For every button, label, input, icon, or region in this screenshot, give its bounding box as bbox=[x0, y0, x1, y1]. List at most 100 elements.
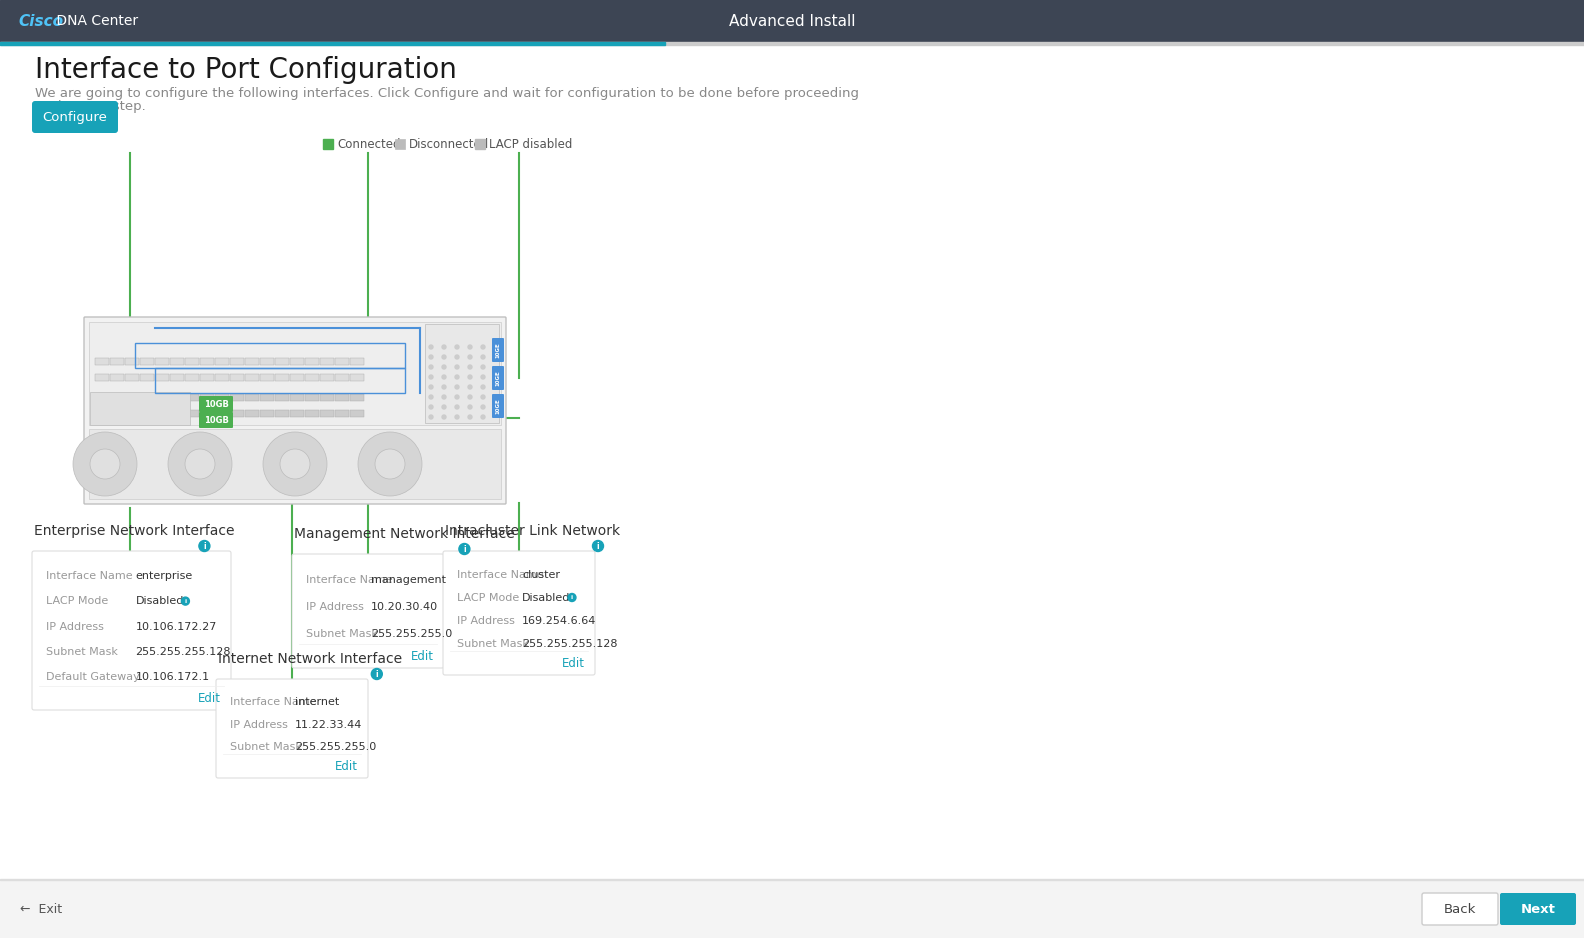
Text: 10.106.172.27: 10.106.172.27 bbox=[135, 622, 217, 631]
FancyBboxPatch shape bbox=[84, 317, 505, 504]
Circle shape bbox=[429, 405, 432, 409]
Bar bbox=[95, 394, 109, 401]
Text: i: i bbox=[375, 670, 379, 678]
Circle shape bbox=[358, 432, 421, 496]
Text: Interface Name: Interface Name bbox=[306, 575, 393, 584]
Text: Default Gateway: Default Gateway bbox=[46, 673, 139, 682]
Circle shape bbox=[482, 365, 485, 369]
Circle shape bbox=[482, 375, 485, 379]
Text: Interface Name: Interface Name bbox=[46, 570, 133, 581]
Bar bbox=[135, 343, 406, 368]
Text: to the next step.: to the next step. bbox=[35, 99, 146, 113]
Circle shape bbox=[467, 375, 472, 379]
Text: Internet Network Interface: Internet Network Interface bbox=[219, 652, 402, 666]
Text: IP Address: IP Address bbox=[230, 719, 288, 730]
Bar bbox=[290, 358, 304, 365]
Text: Subnet Mask: Subnet Mask bbox=[306, 629, 379, 640]
Text: Enterprise Network Interface: Enterprise Network Interface bbox=[33, 524, 234, 538]
Bar bbox=[306, 358, 318, 365]
Circle shape bbox=[263, 432, 326, 496]
FancyBboxPatch shape bbox=[1500, 893, 1576, 925]
Text: Next: Next bbox=[1521, 902, 1555, 915]
Circle shape bbox=[459, 543, 470, 554]
Bar bbox=[185, 358, 200, 365]
Bar bbox=[185, 410, 200, 417]
Bar bbox=[0, 0, 1584, 42]
FancyBboxPatch shape bbox=[200, 412, 233, 428]
Bar bbox=[95, 374, 109, 381]
Bar bbox=[125, 410, 139, 417]
FancyBboxPatch shape bbox=[444, 551, 596, 675]
Circle shape bbox=[90, 449, 120, 479]
Circle shape bbox=[455, 345, 459, 349]
Text: Management Network Interface: Management Network Interface bbox=[295, 527, 515, 541]
Text: Cisco: Cisco bbox=[17, 13, 63, 28]
Bar bbox=[155, 374, 169, 381]
Bar bbox=[350, 374, 364, 381]
Circle shape bbox=[455, 415, 459, 419]
Text: Intracluster Link Network: Intracluster Link Network bbox=[445, 524, 619, 538]
Bar bbox=[276, 410, 288, 417]
Bar bbox=[260, 358, 274, 365]
Bar bbox=[169, 410, 184, 417]
Bar bbox=[185, 374, 200, 381]
Text: Disabled: Disabled bbox=[135, 597, 184, 606]
Text: 10.106.172.1: 10.106.172.1 bbox=[135, 673, 209, 682]
Circle shape bbox=[455, 405, 459, 409]
Text: Advanced Install: Advanced Install bbox=[729, 13, 855, 28]
Bar bbox=[350, 394, 364, 401]
Text: Back: Back bbox=[1443, 902, 1476, 915]
Circle shape bbox=[442, 385, 447, 389]
Bar bbox=[155, 368, 406, 393]
Bar bbox=[109, 374, 124, 381]
Circle shape bbox=[429, 395, 432, 399]
Bar bbox=[230, 358, 244, 365]
Circle shape bbox=[569, 594, 577, 601]
Bar bbox=[109, 358, 124, 365]
Circle shape bbox=[73, 432, 136, 496]
Text: LACP disabled: LACP disabled bbox=[489, 138, 572, 150]
Bar bbox=[169, 358, 184, 365]
Text: IP Address: IP Address bbox=[306, 602, 364, 612]
Text: Edit: Edit bbox=[410, 649, 434, 662]
Bar bbox=[0, 880, 1584, 938]
Text: Edit: Edit bbox=[562, 657, 584, 670]
Text: 10GB: 10GB bbox=[204, 400, 228, 409]
Bar bbox=[260, 374, 274, 381]
Text: internet: internet bbox=[295, 697, 339, 707]
Bar bbox=[155, 358, 169, 365]
FancyBboxPatch shape bbox=[291, 554, 444, 668]
Text: i: i bbox=[597, 541, 599, 551]
Text: cluster: cluster bbox=[523, 569, 561, 580]
Circle shape bbox=[200, 540, 211, 552]
FancyBboxPatch shape bbox=[493, 366, 504, 390]
Circle shape bbox=[429, 385, 432, 389]
Bar bbox=[246, 358, 260, 365]
Circle shape bbox=[467, 385, 472, 389]
Bar bbox=[276, 374, 288, 381]
Text: Subnet Mask: Subnet Mask bbox=[458, 639, 529, 648]
Text: Configure: Configure bbox=[43, 111, 108, 124]
Bar bbox=[139, 394, 154, 401]
Text: Disabled: Disabled bbox=[523, 593, 570, 602]
Circle shape bbox=[182, 598, 190, 605]
Bar bbox=[139, 358, 154, 365]
Circle shape bbox=[482, 415, 485, 419]
Text: Edit: Edit bbox=[198, 691, 222, 704]
Text: i: i bbox=[570, 595, 573, 600]
Text: 255.255.255.128: 255.255.255.128 bbox=[523, 639, 618, 648]
Bar bbox=[0, 879, 1584, 880]
Bar bbox=[246, 394, 260, 401]
Circle shape bbox=[185, 449, 215, 479]
Circle shape bbox=[455, 385, 459, 389]
Bar bbox=[215, 374, 230, 381]
Circle shape bbox=[429, 375, 432, 379]
Text: 10GE: 10GE bbox=[496, 342, 501, 358]
Circle shape bbox=[467, 415, 472, 419]
Bar bbox=[276, 358, 288, 365]
Text: Subnet Mask: Subnet Mask bbox=[46, 647, 117, 657]
Circle shape bbox=[455, 365, 459, 369]
Text: i: i bbox=[203, 541, 206, 551]
Circle shape bbox=[482, 345, 485, 349]
FancyBboxPatch shape bbox=[493, 338, 504, 362]
